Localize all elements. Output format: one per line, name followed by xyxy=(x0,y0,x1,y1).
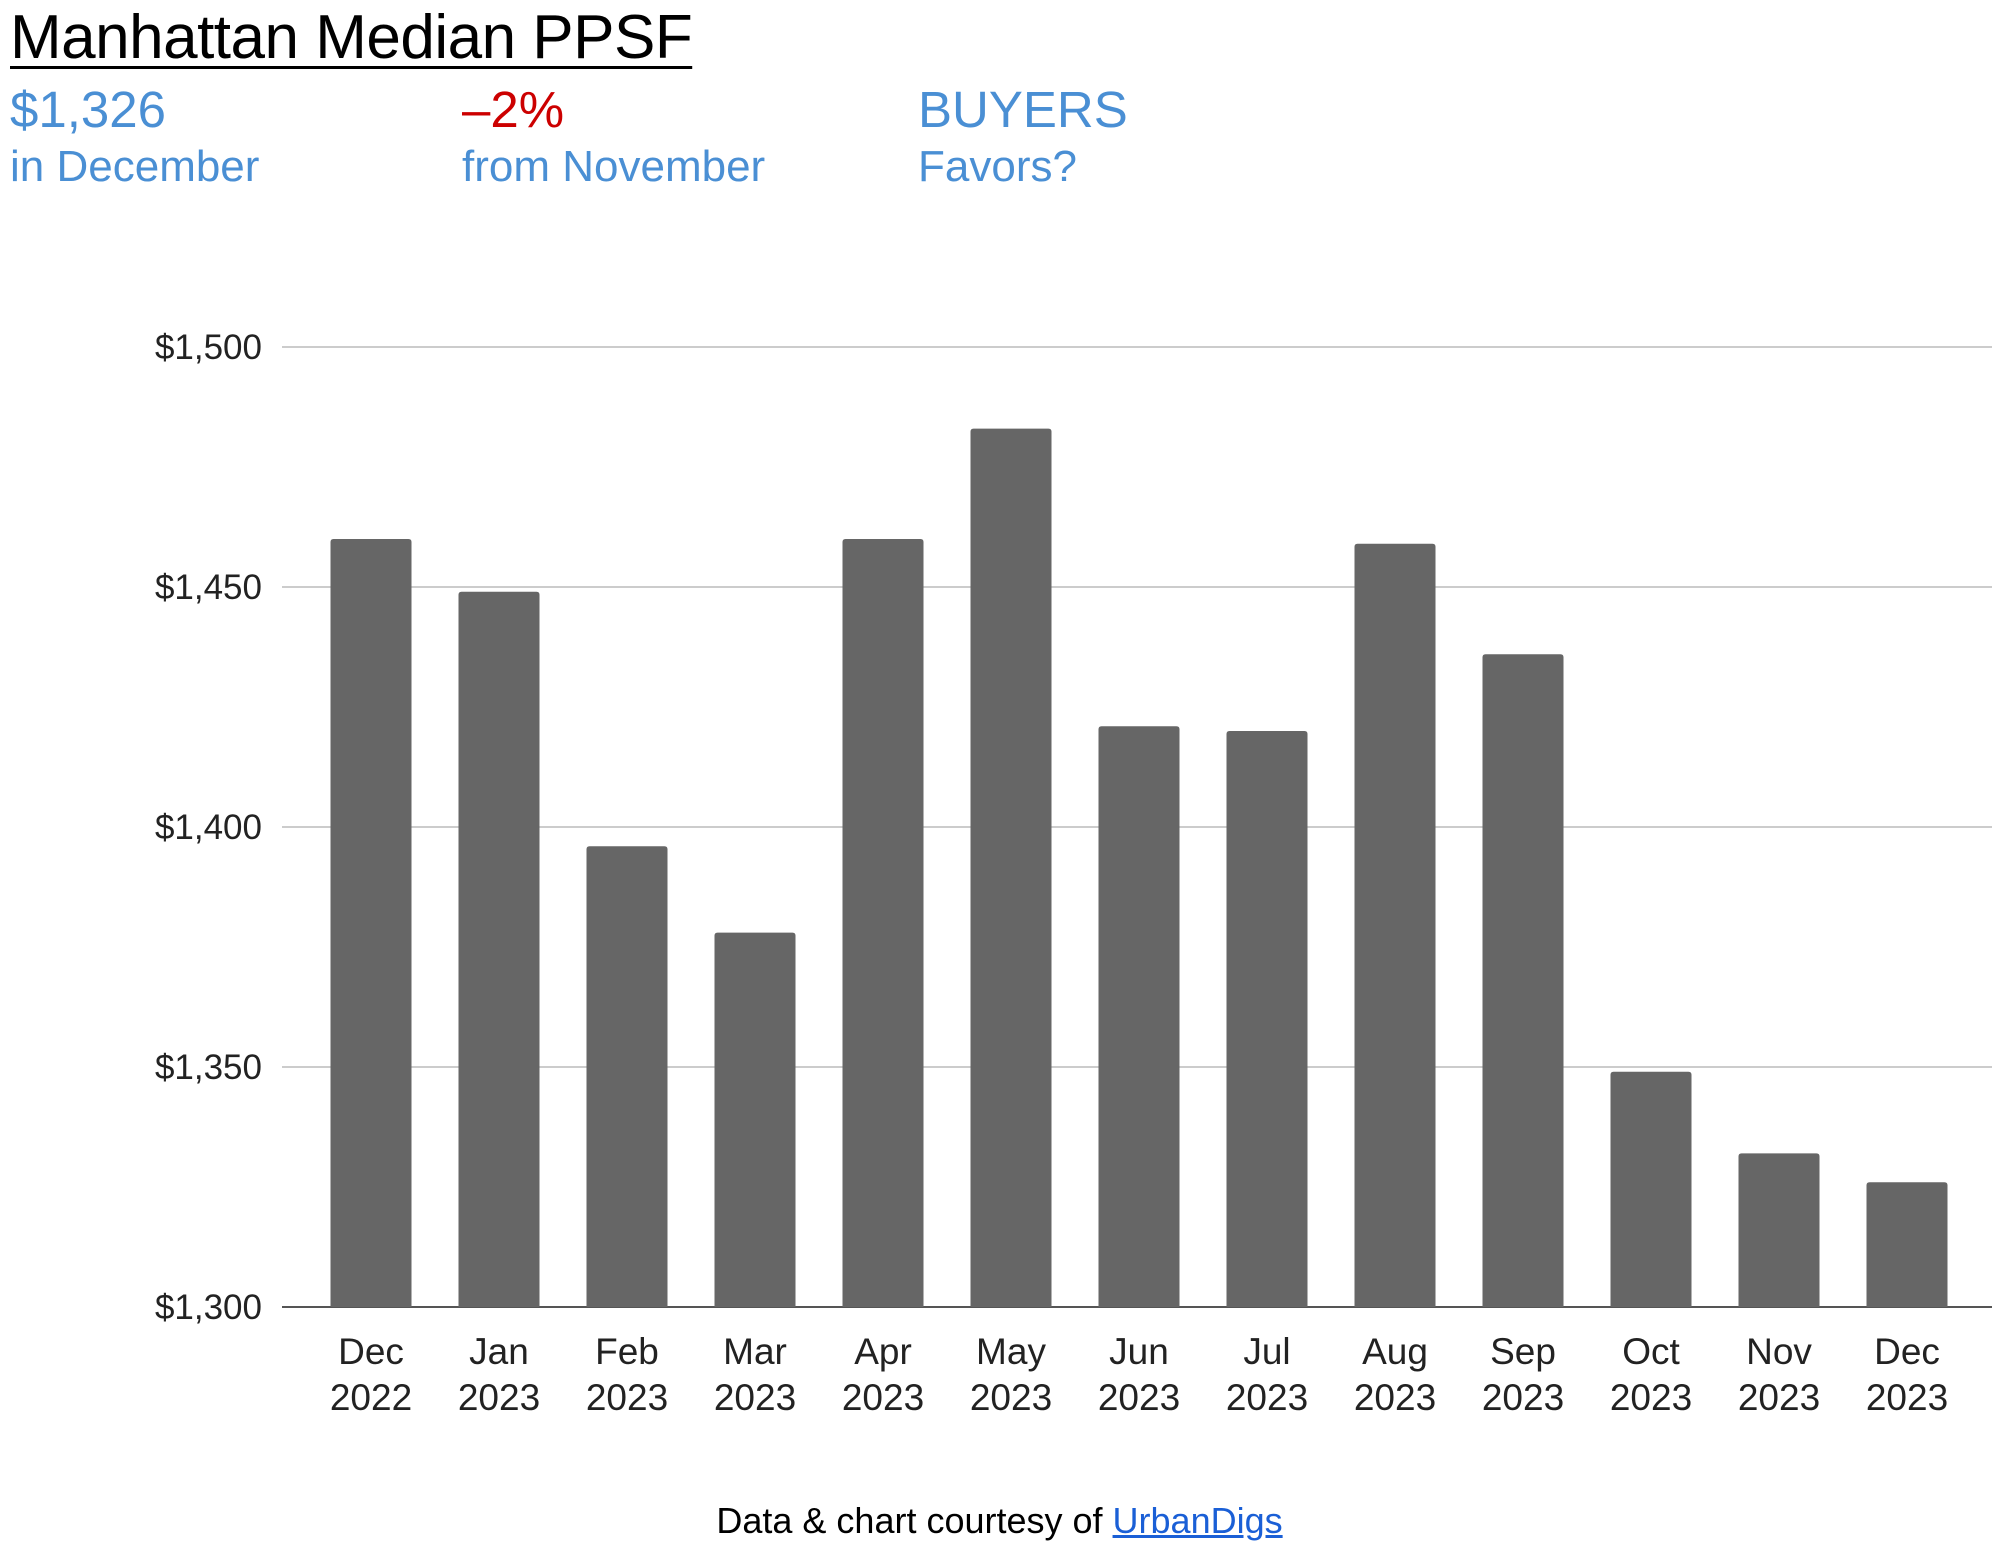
x-tick-label: Sep 2023 xyxy=(1482,1331,1564,1418)
x-tick-month: Apr xyxy=(854,1331,912,1372)
y-tick-label: $1,450 xyxy=(155,568,262,607)
bar xyxy=(714,932,796,1307)
x-tick-label: Mar 2023 xyxy=(714,1331,796,1418)
x-tick-month: Dec xyxy=(338,1331,404,1372)
bar xyxy=(970,428,1052,1308)
y-tick-label: $1,500 xyxy=(155,328,262,367)
x-tick-month: Jan xyxy=(469,1331,529,1372)
x-tick-label: Apr 2023 xyxy=(842,1331,924,1418)
chart-credit: Data & chart courtesy of UrbanDigs xyxy=(0,1500,1999,1542)
x-tick-year: 2023 xyxy=(458,1377,540,1418)
x-tick-year: 2023 xyxy=(714,1377,796,1418)
x-tick-year: 2023 xyxy=(1098,1377,1180,1418)
x-tick-year: 2023 xyxy=(970,1377,1052,1418)
x-tick-month: Sep xyxy=(1490,1331,1556,1372)
x-tick-label: Oct 2023 xyxy=(1610,1331,1692,1418)
x-tick-year: 2022 xyxy=(330,1377,412,1418)
x-tick-label: Dec 2022 xyxy=(330,1331,412,1418)
bar xyxy=(1482,654,1564,1307)
x-tick-year: 2023 xyxy=(586,1377,668,1418)
x-tick-month: Dec xyxy=(1874,1331,1940,1372)
bar xyxy=(1866,1182,1948,1307)
bar xyxy=(1226,731,1308,1307)
ppsf-bar-chart: $1,300 $1,350 $1,400 $1,450 $1,500 Dec 2022 Ja… xyxy=(155,328,1992,1418)
y-tick-label: $1,300 xyxy=(155,1288,262,1327)
x-tick-label: Nov 2023 xyxy=(1738,1331,1820,1418)
bar xyxy=(842,539,924,1307)
bar xyxy=(1610,1071,1692,1307)
bar xyxy=(1354,543,1436,1307)
x-tick-month: Jul xyxy=(1243,1331,1290,1372)
median-price-caption: in December xyxy=(10,142,260,191)
x-tick-year: 2023 xyxy=(1866,1377,1948,1418)
x-tick-label: Jun 2023 xyxy=(1098,1331,1180,1418)
x-tick-year: 2023 xyxy=(1738,1377,1820,1418)
x-tick-label: Feb 2023 xyxy=(586,1331,668,1418)
market-favors-caption: Favors? xyxy=(918,142,1077,191)
x-tick-label: May 2023 xyxy=(970,1331,1052,1418)
x-tick-year: 2023 xyxy=(1610,1377,1692,1418)
x-tick-label: Dec 2023 xyxy=(1866,1331,1948,1418)
bar xyxy=(1098,726,1180,1307)
x-axis-tick-labels: Dec 2022 Jan 2023 Feb 2023 Mar 2023 Apr 2023 May 20… xyxy=(330,1331,1948,1418)
x-tick-month: Oct xyxy=(1622,1331,1680,1372)
bar xyxy=(458,591,540,1307)
monthly-change-value: –2% xyxy=(462,81,565,138)
bars xyxy=(330,428,1948,1308)
credit-text: Data & chart courtesy of xyxy=(716,1500,1113,1541)
x-tick-month: Jun xyxy=(1109,1331,1169,1372)
x-tick-label: Aug 2023 xyxy=(1354,1331,1436,1418)
market-favors-stat: BUYERS Favors? xyxy=(918,82,1128,196)
x-tick-year: 2023 xyxy=(1482,1377,1564,1418)
x-tick-month: Feb xyxy=(595,1331,659,1372)
y-tick-label: $1,350 xyxy=(155,1048,262,1087)
x-tick-month: Mar xyxy=(723,1331,787,1372)
median-price-stat: $1,326 in December xyxy=(10,82,259,196)
x-tick-year: 2023 xyxy=(1226,1377,1308,1418)
page-title: Manhattan Median PPSF xyxy=(10,3,693,72)
bar xyxy=(586,846,668,1307)
y-axis-tick-labels: $1,300 $1,350 $1,400 $1,450 $1,500 xyxy=(155,328,262,1327)
median-price-value: $1,326 xyxy=(10,81,166,138)
bar xyxy=(330,539,412,1307)
monthly-change-stat: –2% from November xyxy=(462,82,765,196)
x-tick-year: 2023 xyxy=(842,1377,924,1418)
x-tick-month: Aug xyxy=(1362,1331,1428,1372)
x-tick-month: May xyxy=(976,1331,1046,1372)
x-tick-label: Jul 2023 xyxy=(1226,1331,1308,1418)
urbandigs-link[interactable]: UrbanDigs xyxy=(1112,1500,1283,1541)
y-tick-label: $1,400 xyxy=(155,808,262,847)
x-tick-year: 2023 xyxy=(1354,1377,1436,1418)
market-favors-value: BUYERS xyxy=(918,81,1128,138)
x-tick-month: Nov xyxy=(1746,1331,1812,1372)
x-tick-label: Jan 2023 xyxy=(458,1331,540,1418)
monthly-change-caption: from November xyxy=(462,142,766,191)
bar xyxy=(1738,1153,1820,1307)
